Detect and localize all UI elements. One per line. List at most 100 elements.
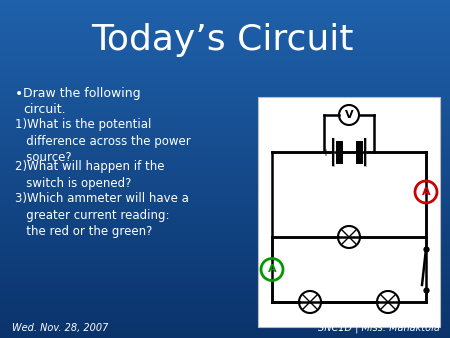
Bar xyxy=(0,309,450,310)
Bar xyxy=(0,175,450,176)
Bar xyxy=(0,83,450,84)
Bar xyxy=(0,307,450,308)
Bar xyxy=(0,289,450,290)
Bar xyxy=(0,9,450,10)
Bar xyxy=(0,160,450,161)
Bar xyxy=(0,39,450,40)
Bar xyxy=(0,113,450,114)
Bar xyxy=(0,78,450,79)
Bar xyxy=(0,304,450,305)
Bar xyxy=(0,172,450,173)
Bar xyxy=(0,136,450,137)
Bar xyxy=(0,151,450,152)
Bar xyxy=(0,50,450,51)
Bar xyxy=(0,192,450,193)
Bar xyxy=(0,56,450,57)
Bar xyxy=(0,201,450,202)
Bar xyxy=(0,294,450,295)
Bar xyxy=(0,7,450,8)
Bar xyxy=(0,76,450,77)
Bar xyxy=(0,272,450,273)
Bar xyxy=(0,187,450,188)
Bar xyxy=(0,137,450,138)
Bar xyxy=(0,284,450,285)
Text: Today’s Circuit: Today’s Circuit xyxy=(91,23,353,57)
Bar xyxy=(0,316,450,317)
Bar xyxy=(0,114,450,115)
Bar xyxy=(0,335,450,336)
Bar xyxy=(0,94,450,95)
Bar xyxy=(0,190,450,191)
Bar xyxy=(0,82,450,83)
Bar xyxy=(0,123,450,124)
Bar xyxy=(0,161,450,162)
Bar xyxy=(0,18,450,19)
Bar xyxy=(0,171,450,172)
Bar xyxy=(0,222,450,223)
Bar xyxy=(0,19,450,20)
Bar xyxy=(0,2,450,3)
Bar xyxy=(0,51,450,52)
Bar xyxy=(0,62,450,63)
Bar xyxy=(0,183,450,184)
Bar xyxy=(0,266,450,267)
Text: 3)Which ammeter will have a
   greater current reading:
   the red or the green?: 3)Which ammeter will have a greater curr… xyxy=(15,192,189,238)
Bar xyxy=(0,240,450,241)
Bar xyxy=(0,332,450,333)
Bar xyxy=(0,242,450,243)
Bar xyxy=(0,232,450,233)
Bar xyxy=(0,120,450,121)
Bar xyxy=(0,287,450,288)
Bar xyxy=(0,227,450,228)
Bar xyxy=(0,8,450,9)
Bar xyxy=(0,321,450,322)
Bar xyxy=(0,188,450,189)
Bar xyxy=(0,324,450,325)
Bar xyxy=(0,247,450,248)
Bar xyxy=(0,149,450,150)
Bar xyxy=(0,194,450,195)
Bar xyxy=(0,230,450,231)
Bar xyxy=(0,223,450,224)
Bar xyxy=(0,11,450,12)
Bar xyxy=(0,111,450,112)
Bar xyxy=(0,125,450,126)
Bar xyxy=(0,15,450,16)
Bar xyxy=(0,262,450,263)
Bar xyxy=(0,100,450,101)
Bar xyxy=(0,29,450,30)
Bar xyxy=(0,250,450,251)
Bar xyxy=(0,229,450,230)
Bar xyxy=(0,209,450,210)
Bar xyxy=(0,330,450,331)
Bar xyxy=(0,66,450,67)
Bar xyxy=(0,155,450,156)
Bar xyxy=(0,319,450,320)
Bar xyxy=(0,129,450,130)
Bar xyxy=(0,225,450,226)
Bar xyxy=(0,134,450,135)
Bar xyxy=(0,197,450,198)
Bar xyxy=(0,206,450,207)
Bar xyxy=(0,270,450,271)
Bar xyxy=(0,322,450,323)
Bar xyxy=(0,44,450,45)
Bar xyxy=(0,146,450,147)
Bar xyxy=(0,280,450,281)
Bar xyxy=(258,97,440,327)
Bar xyxy=(0,243,450,244)
Bar xyxy=(0,156,450,157)
Bar xyxy=(0,196,450,197)
Bar xyxy=(0,118,450,119)
Text: A: A xyxy=(268,265,276,274)
Bar xyxy=(0,140,450,141)
Bar xyxy=(0,295,450,296)
Bar xyxy=(0,24,450,25)
Bar xyxy=(0,181,450,182)
Bar xyxy=(0,138,450,139)
Bar xyxy=(0,116,450,117)
Bar xyxy=(0,47,450,48)
Bar xyxy=(0,176,450,177)
Bar xyxy=(0,288,450,289)
Bar xyxy=(0,34,450,35)
